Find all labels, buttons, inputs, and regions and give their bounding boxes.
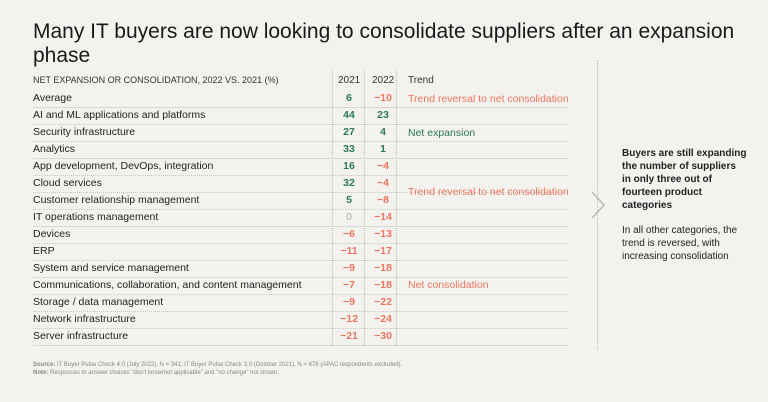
row-label: ERP — [33, 245, 55, 257]
row-label: Average — [33, 92, 72, 104]
value-2022: 1 — [380, 143, 386, 155]
value-2022: −18 — [374, 279, 392, 291]
table-row: App development, DevOps, integration 16 −4 — [33, 158, 568, 176]
value-2022: −8 — [377, 194, 389, 206]
value-2022: −18 — [374, 262, 392, 274]
row-label: Network infrastructure — [33, 313, 136, 325]
value-2022: 4 — [380, 126, 386, 138]
value-2021: 33 — [343, 143, 355, 155]
source-text: IT Buyer Pulse Check 4.0 (July 2022), N … — [57, 362, 403, 368]
value-2021: 32 — [343, 177, 355, 189]
value-2022: −4 — [377, 177, 389, 189]
table-row: Security infrastructure 27 4 — [33, 124, 568, 142]
trend-label: Trend reversal to net consolidation — [408, 186, 569, 198]
table-header-label: NET EXPANSION OR CONSOLIDATION, 2022 VS.… — [33, 75, 279, 85]
table-row: AI and ML applications and platforms 44 23 — [33, 107, 568, 125]
row-label: Storage / data management — [33, 296, 164, 308]
table-row: Server infrastructure −21 −30 — [33, 328, 568, 346]
row-label: AI and ML applications and platforms — [33, 109, 206, 121]
value-2022: −13 — [374, 228, 392, 240]
column-2022: 2022 — [372, 75, 395, 86]
row-label: Devices — [33, 228, 71, 240]
note-label: Note: — [33, 370, 49, 376]
row-label: Analytics — [33, 143, 76, 155]
value-2022: −24 — [374, 313, 392, 325]
value-2022: −10 — [374, 92, 392, 104]
value-2022: −30 — [374, 330, 392, 342]
note: Note: Responses to answer choices "don't… — [33, 370, 279, 376]
page-title: Many IT buyers are now looking to consol… — [33, 20, 735, 67]
trend-label: Net expansion — [408, 127, 476, 139]
value-2021: 27 — [343, 126, 355, 138]
row-label: IT operations management — [33, 211, 159, 223]
table-row: System and service management −9 −18 — [33, 260, 568, 278]
value-2021: 16 — [343, 160, 355, 172]
row-label: Server infrastructure — [33, 330, 129, 342]
table-row: Cloud services 32 −4 — [33, 175, 568, 193]
column-divider — [396, 70, 397, 345]
value-2021: 44 — [343, 109, 355, 121]
value-2021: −11 — [340, 245, 358, 257]
trend-label: Trend reversal to net consolidation — [408, 93, 569, 105]
table-row: ERP −11 −17 — [33, 243, 568, 261]
value-2022: 23 — [377, 109, 389, 121]
table-row: Customer relationship management 5 −8 — [33, 192, 568, 210]
row-label: Communications, collaboration, and conte… — [33, 279, 302, 291]
column-divider — [332, 70, 333, 345]
value-2022: −14 — [374, 211, 392, 223]
table-row: Storage / data management −9 −22 — [33, 294, 568, 312]
table-row: Communications, collaboration, and conte… — [33, 277, 568, 295]
row-label: Customer relationship management — [33, 194, 200, 206]
side-body: In all other categories, the trend is re… — [622, 225, 738, 262]
table-row: IT operations management 0 −14 — [33, 209, 568, 227]
value-2021: 5 — [346, 194, 352, 206]
source-note: Source: IT Buyer Pulse Check 4.0 (July 2… — [33, 362, 402, 368]
value-2022: −17 — [374, 245, 392, 257]
value-2021: −21 — [340, 330, 358, 342]
value-2021: 0 — [346, 211, 352, 223]
row-label: Security infrastructure — [33, 126, 136, 138]
side-headline: Buyers are still expanding the number of… — [622, 148, 747, 211]
table-row: Devices −6 −13 — [33, 226, 568, 244]
value-2021: −9 — [343, 296, 355, 308]
value-2022: −22 — [374, 296, 392, 308]
table-row: Analytics 33 1 — [33, 141, 568, 159]
row-label: System and service management — [33, 262, 189, 274]
row-label: Cloud services — [33, 177, 102, 189]
row-label: App development, DevOps, integration — [33, 160, 214, 172]
value-2021: 6 — [346, 92, 352, 104]
note-text: Responses to answer choices "don't know/… — [50, 370, 280, 376]
value-2021: −9 — [343, 262, 355, 274]
chevron-right-icon — [591, 191, 606, 219]
value-2021: −12 — [340, 313, 358, 325]
table-row: Network infrastructure −12 −24 — [33, 311, 568, 329]
trend-label: Net consolidation — [408, 279, 489, 291]
column-divider — [364, 70, 365, 345]
side-divider — [597, 60, 598, 350]
source-label: Source: — [33, 362, 56, 368]
table-row: Average 6 −10 — [33, 90, 568, 108]
column-trend: Trend — [408, 75, 434, 86]
value-2022: −4 — [377, 160, 389, 172]
column-2021: 2021 — [338, 75, 361, 86]
value-2021: −6 — [343, 228, 355, 240]
value-2021: −7 — [343, 279, 355, 291]
